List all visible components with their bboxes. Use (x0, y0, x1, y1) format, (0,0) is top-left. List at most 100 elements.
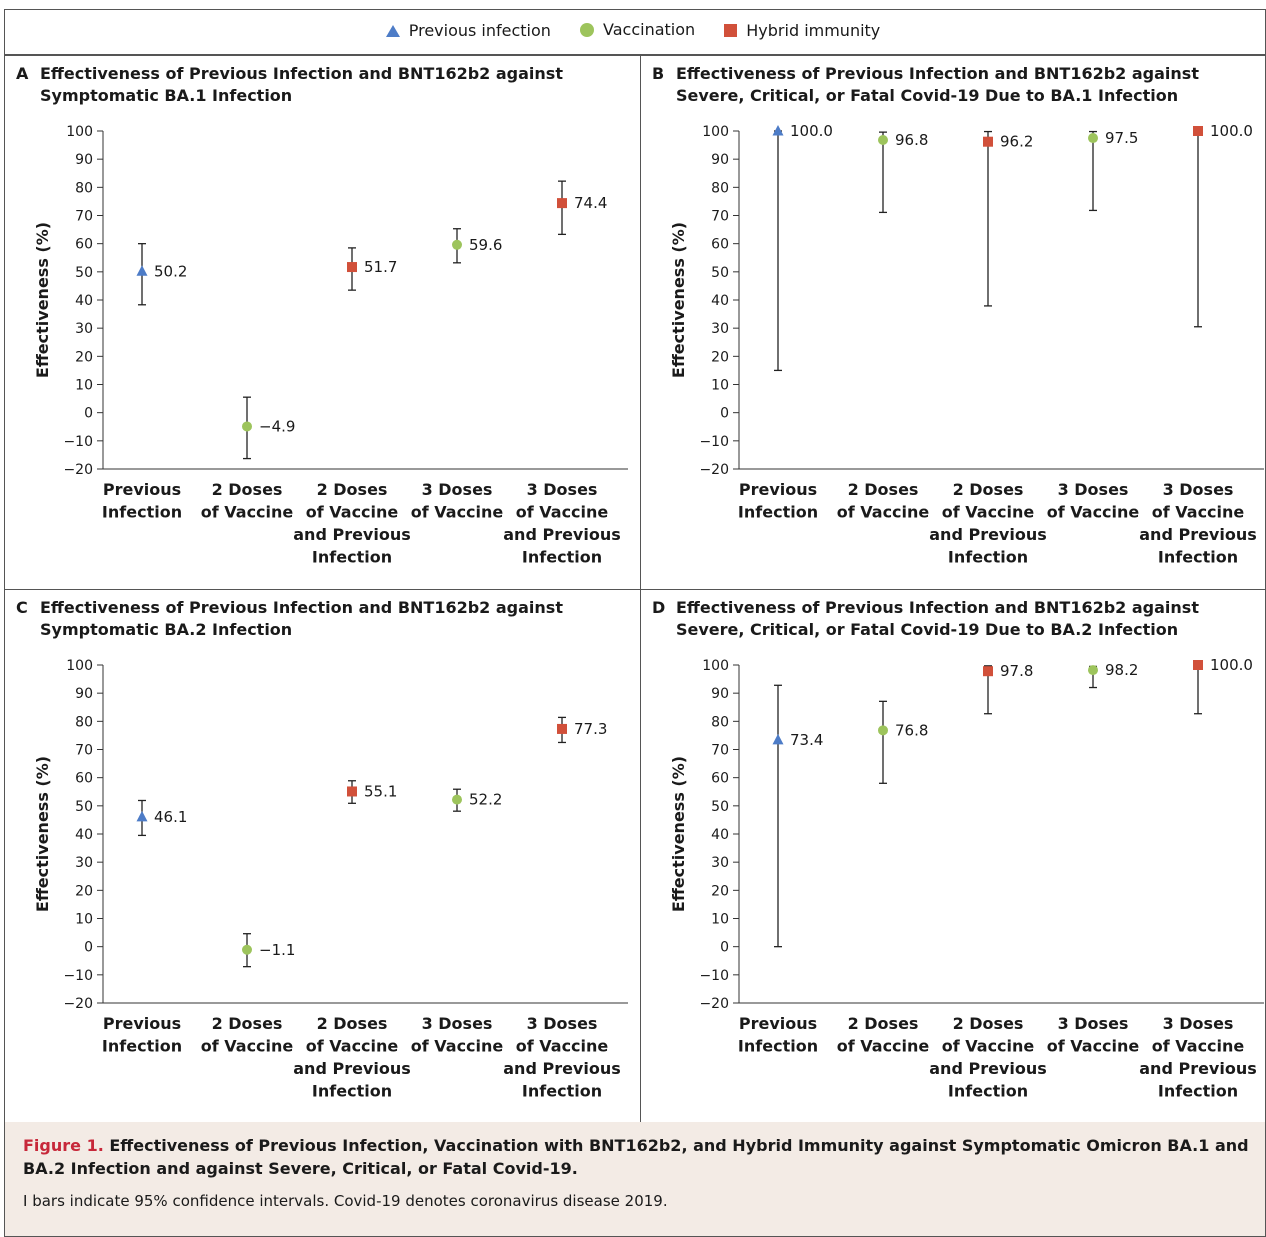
x-category-label-line: Infection (1158, 548, 1238, 567)
y-tick-label: 10 (75, 378, 93, 394)
figure-label: Figure 1. (23, 1136, 104, 1155)
data-label: 97.8 (1000, 662, 1033, 680)
y-tick-label: 90 (711, 152, 729, 168)
panel-title-text: Effectiveness of Previous Infection and … (676, 598, 1199, 639)
data-point-circle (878, 135, 888, 146)
data-label: 98.2 (1105, 661, 1138, 679)
x-category-label-line: of Vaccine (306, 503, 399, 522)
x-category-label-line: 2 Doses (953, 1014, 1024, 1033)
x-category-label: 2 Doses of Vaccine (837, 1014, 930, 1056)
data-label: 74.4 (574, 194, 607, 212)
legend-item-vaccination: Vaccination (580, 20, 695, 39)
x-category-label-line: Previous (739, 1014, 817, 1033)
data-label: 52.2 (469, 791, 502, 809)
y-tick-label: −20 (699, 462, 729, 478)
square-marker-icon (724, 23, 738, 37)
x-category-label: 2 Doses of Vaccine and Previous Infection (929, 1014, 1047, 1101)
x-category-label-line: 2 Doses (848, 1014, 919, 1033)
x-category-label-line: of Vaccine (201, 1037, 294, 1056)
y-axis-label: Effectiveness (%) (669, 756, 688, 912)
x-category-label: 3 Doses of Vaccine (1047, 1014, 1140, 1056)
x-category-label-line: Infection (738, 1037, 818, 1056)
legend-item-hybrid-immunity: Hybrid immunity (724, 21, 880, 40)
x-category-label-line: 3 Doses (1058, 1014, 1129, 1033)
y-tick-label: 20 (75, 883, 93, 899)
panel-letter: B (652, 64, 665, 83)
x-category-label-line: 3 Doses (527, 480, 598, 499)
x-category-label-line: Infection (102, 503, 182, 522)
x-category-label: 3 Doses of Vaccine (1047, 480, 1140, 522)
x-category-label-line: Infection (312, 548, 392, 567)
x-category-label-line: of Vaccine (1047, 1037, 1140, 1056)
data-label: 76.8 (895, 721, 928, 739)
caption-title-text: Effectiveness of Previous Infection, Vac… (23, 1136, 1249, 1178)
chart-d: 1009080706050403020100−10−20Effectivenes… (669, 656, 1264, 1101)
data-point-circle (1088, 133, 1098, 144)
panel-a: A Effectiveness of Previous Infection an… (4, 55, 641, 590)
x-category-label-line: of Vaccine (516, 503, 609, 522)
y-tick-label: 20 (711, 883, 729, 899)
x-category-label-line: 2 Doses (317, 480, 388, 499)
y-tick-label: 90 (711, 686, 729, 702)
x-category-label-line: and Previous (929, 1059, 1047, 1078)
legend-label: Previous infection (408, 21, 551, 40)
x-category-label-line: 2 Doses (212, 480, 283, 499)
y-tick-label: 30 (711, 321, 729, 337)
y-tick-label: 60 (75, 771, 93, 787)
data-point-square (983, 666, 993, 677)
x-category-label-line: 3 Doses (1163, 1014, 1234, 1033)
data-point-triangle (772, 125, 784, 136)
x-category-label: 3 Doses of Vaccine (411, 1014, 504, 1056)
triangle-marker-icon (385, 24, 400, 37)
y-tick-label: 30 (711, 855, 729, 871)
panel-title: A Effectiveness of Previous Infection an… (16, 63, 616, 107)
data-point-triangle (136, 810, 148, 822)
x-category-label: Previous Infection (102, 480, 182, 522)
data-point-square (347, 786, 357, 797)
data-label: 100.0 (1210, 122, 1253, 140)
x-category-label-line: 3 Doses (422, 480, 493, 499)
x-category-label-line: Infection (522, 548, 602, 567)
y-tick-label: 50 (75, 799, 93, 815)
data-label: 73.4 (790, 731, 823, 749)
data-point-circle (452, 239, 462, 250)
x-category-label: 2 Doses of Vaccine (201, 480, 294, 522)
y-tick-label: 90 (75, 152, 93, 168)
chart-c: 1009080706050403020100−10−20Effectivenes… (33, 658, 628, 1101)
x-category-label: 2 Doses of Vaccine and Previous Infection (293, 1014, 411, 1101)
x-category-label-line: 2 Doses (848, 480, 919, 499)
y-tick-label: 0 (84, 940, 93, 956)
y-tick-label: −10 (63, 434, 93, 450)
y-tick-label: 80 (711, 714, 729, 730)
y-tick-label: 80 (75, 180, 93, 196)
x-category-label: 3 Doses of Vaccine and Previous Infection (1139, 1014, 1257, 1101)
y-tick-label: 100 (66, 658, 93, 674)
x-category-label-line: Previous (103, 1014, 181, 1033)
y-tick-label: 60 (711, 771, 729, 787)
x-category-label-line: 2 Doses (317, 1014, 388, 1033)
legend: Previous infection Vaccination Hybrid im… (0, 20, 1266, 41)
x-category-label-line: 3 Doses (1058, 480, 1129, 499)
y-tick-label: 80 (75, 714, 93, 730)
panel-c: C Effectiveness of Previous Infection an… (4, 589, 641, 1123)
y-tick-label: 40 (711, 293, 729, 309)
y-tick-label: 40 (75, 293, 93, 309)
data-label: −1.1 (259, 941, 295, 959)
legend-label: Vaccination (603, 20, 696, 39)
panel-letter: C (16, 598, 28, 617)
data-label: 50.2 (154, 262, 187, 280)
panel-letter: D (652, 598, 666, 617)
data-point-circle (878, 725, 888, 736)
x-category-label-line: Infection (738, 503, 818, 522)
y-tick-label: 0 (720, 940, 729, 956)
x-category-label: 3 Doses of Vaccine and Previous Infection (1139, 480, 1257, 567)
y-tick-label: −20 (63, 462, 93, 478)
x-category-label: Previous Infection (102, 1014, 182, 1056)
data-point-triangle (136, 265, 148, 276)
x-category-label-line: 3 Doses (527, 1014, 598, 1033)
y-tick-label: 10 (75, 912, 93, 928)
y-tick-label: 50 (711, 265, 729, 281)
x-category-label-line: Infection (312, 1082, 392, 1101)
y-tick-label: 10 (711, 378, 729, 394)
